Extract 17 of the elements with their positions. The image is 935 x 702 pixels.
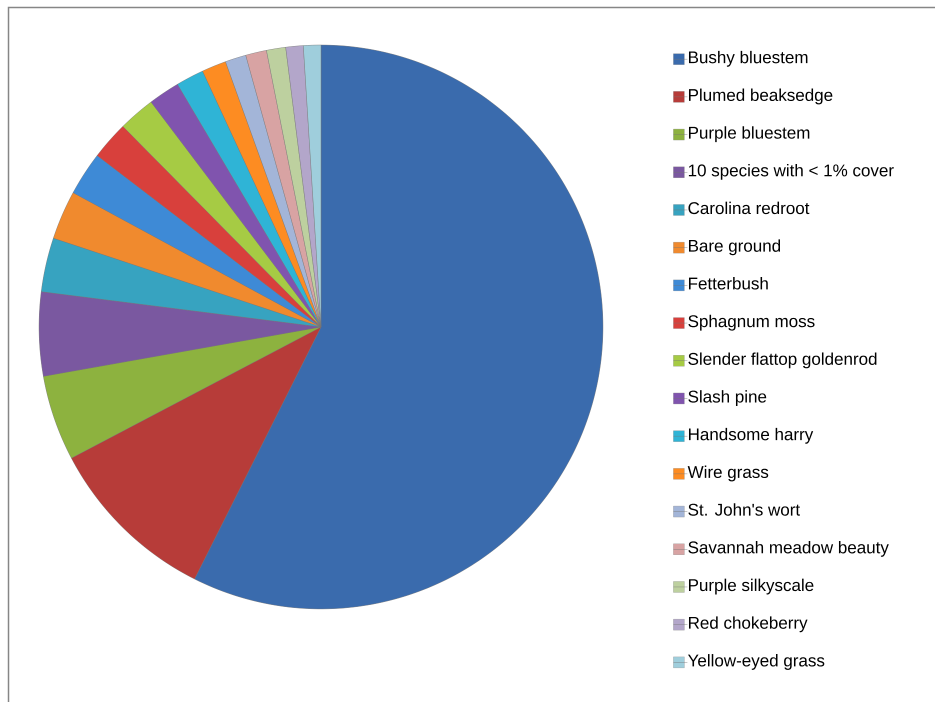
legend-label: Red chokeberry [688, 616, 808, 632]
legend-label: Yellow-eyed grass [688, 654, 824, 670]
legend-label: Savannah meadow beauty [688, 540, 889, 557]
legend-label: Carolina redroot [688, 202, 810, 214]
legend-label: Slash pine [688, 390, 766, 406]
legend-label: Wire grass [688, 466, 768, 482]
legend-label: Slender flattop goldenrod [688, 352, 876, 368]
legend-label: Handsome harry [688, 428, 814, 444]
legend-label: 10 species with < 1% cover [688, 164, 894, 180]
legend-label: Purple silkyscale [688, 578, 814, 594]
legend-label: Sphagnum moss [688, 314, 815, 331]
legend-label: Bare ground [688, 239, 780, 256]
legend-label: Fetterbush [688, 277, 768, 290]
legend-label: Bushy bluestem [688, 50, 808, 67]
legend-label: Purple bluestem [688, 126, 810, 142]
legend-label: Plumed beaksedge [688, 88, 832, 104]
legend-label: St. John's wort [688, 503, 800, 516]
